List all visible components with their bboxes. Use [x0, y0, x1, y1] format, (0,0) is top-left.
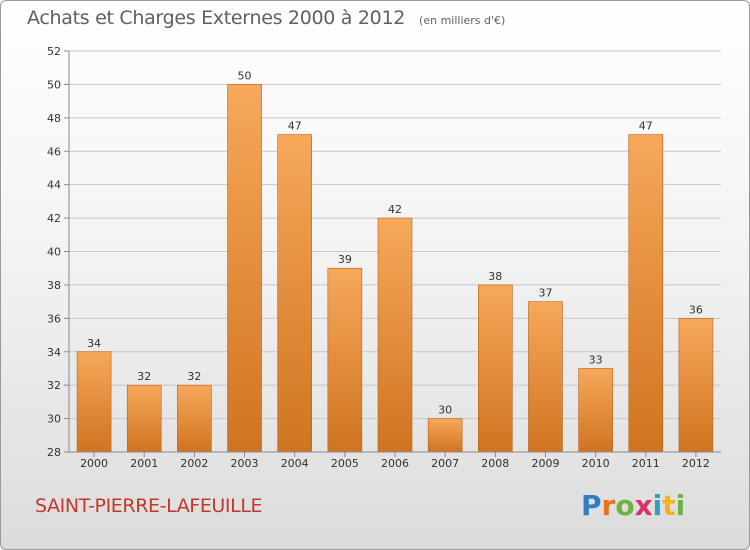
y-tick-label: 32: [47, 379, 61, 392]
x-tick-label-2000: 2000: [80, 457, 108, 470]
x-tick-label-2009: 2009: [531, 457, 559, 470]
bar-2002[interactable]: [177, 384, 212, 453]
x-tick-label-2010: 2010: [582, 457, 610, 470]
axis-layer: [64, 50, 721, 457]
value-label-2007: 30: [438, 404, 452, 417]
value-label-2008: 38: [488, 270, 502, 283]
y-tick-label: 34: [47, 346, 61, 359]
logo-letter: i: [675, 489, 686, 522]
logo-letter: x: [634, 489, 653, 522]
y-tick-label: 36: [47, 312, 61, 325]
value-label-2012: 36: [689, 303, 703, 316]
value-label-2003: 50: [238, 69, 252, 82]
value-label-2004: 47: [288, 120, 302, 133]
bar-2001[interactable]: [126, 384, 162, 453]
x-tick-label-2011: 2011: [632, 457, 660, 470]
bar-2009[interactable]: [528, 301, 563, 453]
logo-letter: t: [662, 489, 676, 522]
bar-2010[interactable]: [578, 368, 613, 453]
y-tick-label: 40: [47, 246, 61, 259]
x-tick-label-2003: 2003: [231, 457, 259, 470]
logo-letter: i: [652, 489, 663, 522]
bar-2000[interactable]: [76, 351, 112, 453]
bar-2008[interactable]: [478, 284, 513, 453]
bar-2012[interactable]: [678, 318, 714, 453]
y-tick-label: 38: [47, 279, 61, 292]
x-tick-label-2002: 2002: [180, 457, 208, 470]
x-tick-label-2001: 2001: [130, 457, 158, 470]
bar-2007[interactable]: [427, 418, 463, 453]
x-tick-label-2008: 2008: [481, 457, 509, 470]
y-tick-label: 52: [47, 45, 61, 58]
value-label-2006: 42: [388, 203, 402, 216]
x-tick-label-2005: 2005: [331, 457, 359, 470]
x-tick-label-2007: 2007: [431, 457, 459, 470]
chart-title: Achats et Charges Externes 2000 à 2012: [27, 7, 406, 29]
value-label-2000: 34: [87, 337, 101, 350]
value-label-2002: 32: [187, 370, 201, 383]
value-label-2009: 37: [538, 287, 552, 300]
value-label-2001: 32: [137, 370, 151, 383]
y-tick-label: 50: [47, 78, 61, 91]
value-label-2010: 33: [589, 353, 603, 366]
y-tick-label: 30: [47, 413, 61, 426]
bar-2006[interactable]: [377, 217, 413, 453]
value-label-2005: 39: [338, 253, 352, 266]
chart-subtitle: (en milliers d'€): [419, 14, 506, 27]
y-tick-label: 28: [47, 446, 61, 459]
y-tick-label: 42: [47, 212, 61, 225]
logo-letter: r: [601, 489, 616, 522]
logo-letter: o: [615, 489, 635, 522]
label-layer: 28 30 32 34 36 38 40 42 44 46 48 50 52 34 2000 32 2001 32…: [47, 45, 710, 470]
bar-2005[interactable]: [327, 267, 363, 453]
title-row: Achats et Charges Externes 2000 à 2012 (…: [27, 7, 505, 37]
x-tick-label-2012: 2012: [682, 457, 710, 470]
proxiti-logo[interactable]: Proxiti: [581, 489, 685, 522]
bar-2003[interactable]: [227, 84, 262, 453]
bar-2011[interactable]: [628, 134, 664, 453]
value-label-2011: 47: [639, 120, 653, 133]
bar-2004[interactable]: [277, 134, 312, 453]
y-tick-label: 46: [47, 145, 61, 158]
x-tick-label-2006: 2006: [381, 457, 409, 470]
logo-letter: P: [581, 489, 602, 522]
y-tick-label: 44: [47, 179, 61, 192]
bar-layer: [76, 84, 714, 453]
y-tick-label: 48: [47, 112, 61, 125]
x-tick-label-2004: 2004: [281, 457, 309, 470]
place-name: SAINT-PIERRE-LAFEUILLE: [35, 495, 263, 517]
